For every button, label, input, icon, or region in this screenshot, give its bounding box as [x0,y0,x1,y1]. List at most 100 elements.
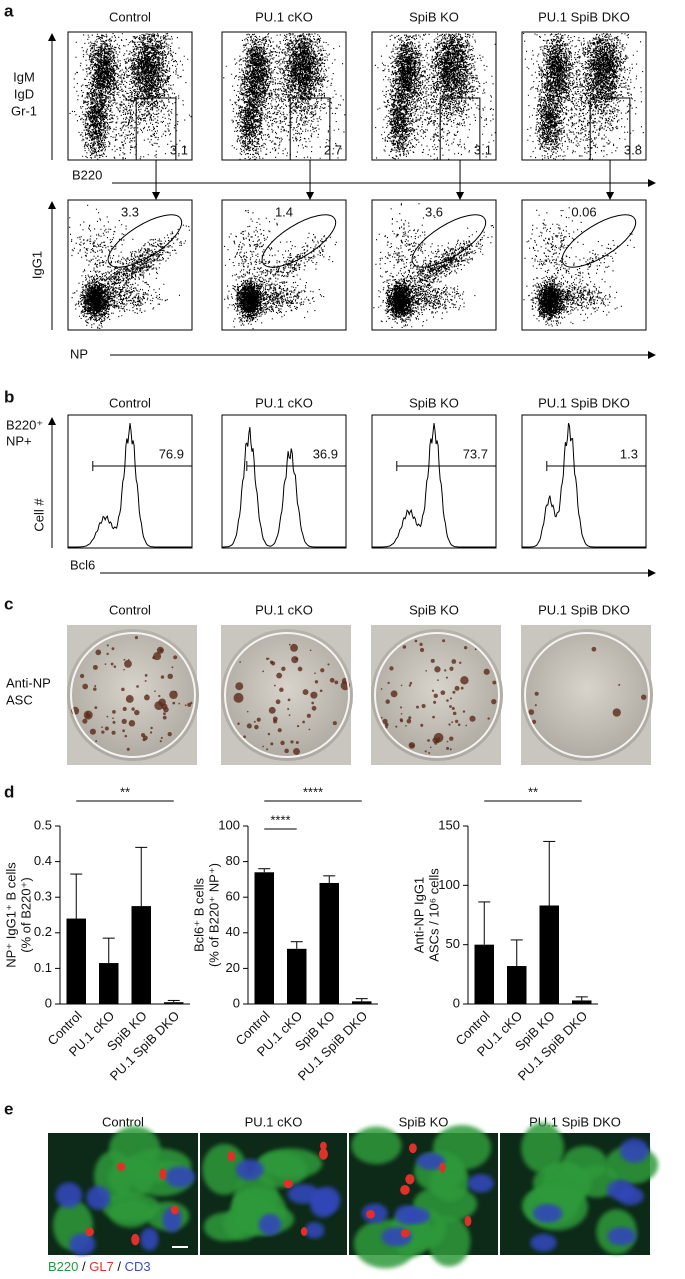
spot [434,666,441,673]
spot [82,718,88,724]
spot [82,683,89,690]
spot [167,673,173,680]
spot [266,748,269,751]
b220-region [108,1157,154,1199]
spot [126,747,130,751]
spot [492,680,497,685]
spot [442,639,446,643]
spot [408,716,412,720]
spot [446,740,449,743]
spot [125,695,134,703]
spot [159,740,162,743]
cd3-region [69,1233,96,1256]
cd3-region [619,1138,649,1163]
spot [405,725,407,727]
gate-value: 1.4 [275,204,293,219]
panel-label: e [4,1099,13,1118]
column-header: PU.1 cKO [255,602,313,617]
gl7-region [170,1205,179,1215]
column-header: Control [109,602,151,617]
gate-value: 3.3 [121,204,139,219]
y-tick-label: 100 [438,877,460,892]
spot [311,701,315,705]
well-rim [224,632,350,758]
spot [271,661,276,666]
gate-value: 1.3 [620,446,638,461]
bar [572,1000,592,1004]
spot [314,680,319,684]
gl7-region [283,1179,293,1189]
spot [395,725,398,728]
column-header: PU.1 cKO [255,9,313,24]
well-rim [524,632,650,758]
plot-frame [67,31,193,161]
spot [123,658,126,661]
spot [253,720,256,723]
cd3-region [394,1205,420,1225]
spot [167,731,172,737]
gl7-region [159,1168,167,1180]
x-label: Bcl6 [70,557,95,572]
spot [414,639,418,643]
y-tick-label: 0.4 [34,853,52,868]
spot [483,668,490,675]
scatter-cloud [523,207,635,327]
scale-bar [172,1246,188,1248]
b220-region [427,1216,471,1267]
significance-label: **** [303,784,323,799]
spot [160,736,163,740]
spot [452,711,457,716]
spot [449,736,454,741]
spot [94,684,97,687]
bar [474,944,494,1004]
spot [469,715,476,722]
spot [106,715,109,718]
spot [458,661,462,665]
spot [531,719,537,725]
spot [254,724,259,730]
spot [265,657,269,661]
gate-value: 3.8 [624,142,642,157]
spot [104,726,109,731]
gate [411,214,487,268]
spot [92,664,98,670]
gl7-region [464,1215,472,1227]
gate-value: 36.9 [313,446,338,461]
spot [235,682,244,691]
plot-frame [371,31,497,161]
spot [421,703,426,709]
spot [329,677,335,683]
gl7-region [439,1162,446,1173]
spot [319,689,323,693]
spot [445,676,449,679]
y-tick-label: 0 [233,995,240,1010]
histogram [522,422,646,548]
spot [124,660,132,668]
y-axis-label: (% of B220⁺) [18,877,33,953]
column-header: SpiB KO [399,1114,449,1129]
spot [446,746,450,750]
scatter-cloud [373,203,495,328]
spot [387,681,390,685]
spot [159,648,163,653]
spot [101,730,105,734]
y-label: NP+ [6,433,32,448]
spot [291,656,299,664]
y-axis-label: Anti-NP IgG1 [411,877,426,953]
spot [106,652,109,656]
spot [272,719,278,724]
y-label: IgG1 [29,251,44,279]
panel-label: a [4,1,14,20]
spot [429,746,432,749]
spot [136,685,139,688]
spot [311,705,317,711]
spot [153,652,162,661]
spot [288,643,291,646]
spot [400,719,404,723]
spot [618,683,621,686]
spot [446,699,449,702]
spot [121,687,125,692]
spot [127,659,130,661]
spot [528,709,535,715]
spot [534,704,537,707]
